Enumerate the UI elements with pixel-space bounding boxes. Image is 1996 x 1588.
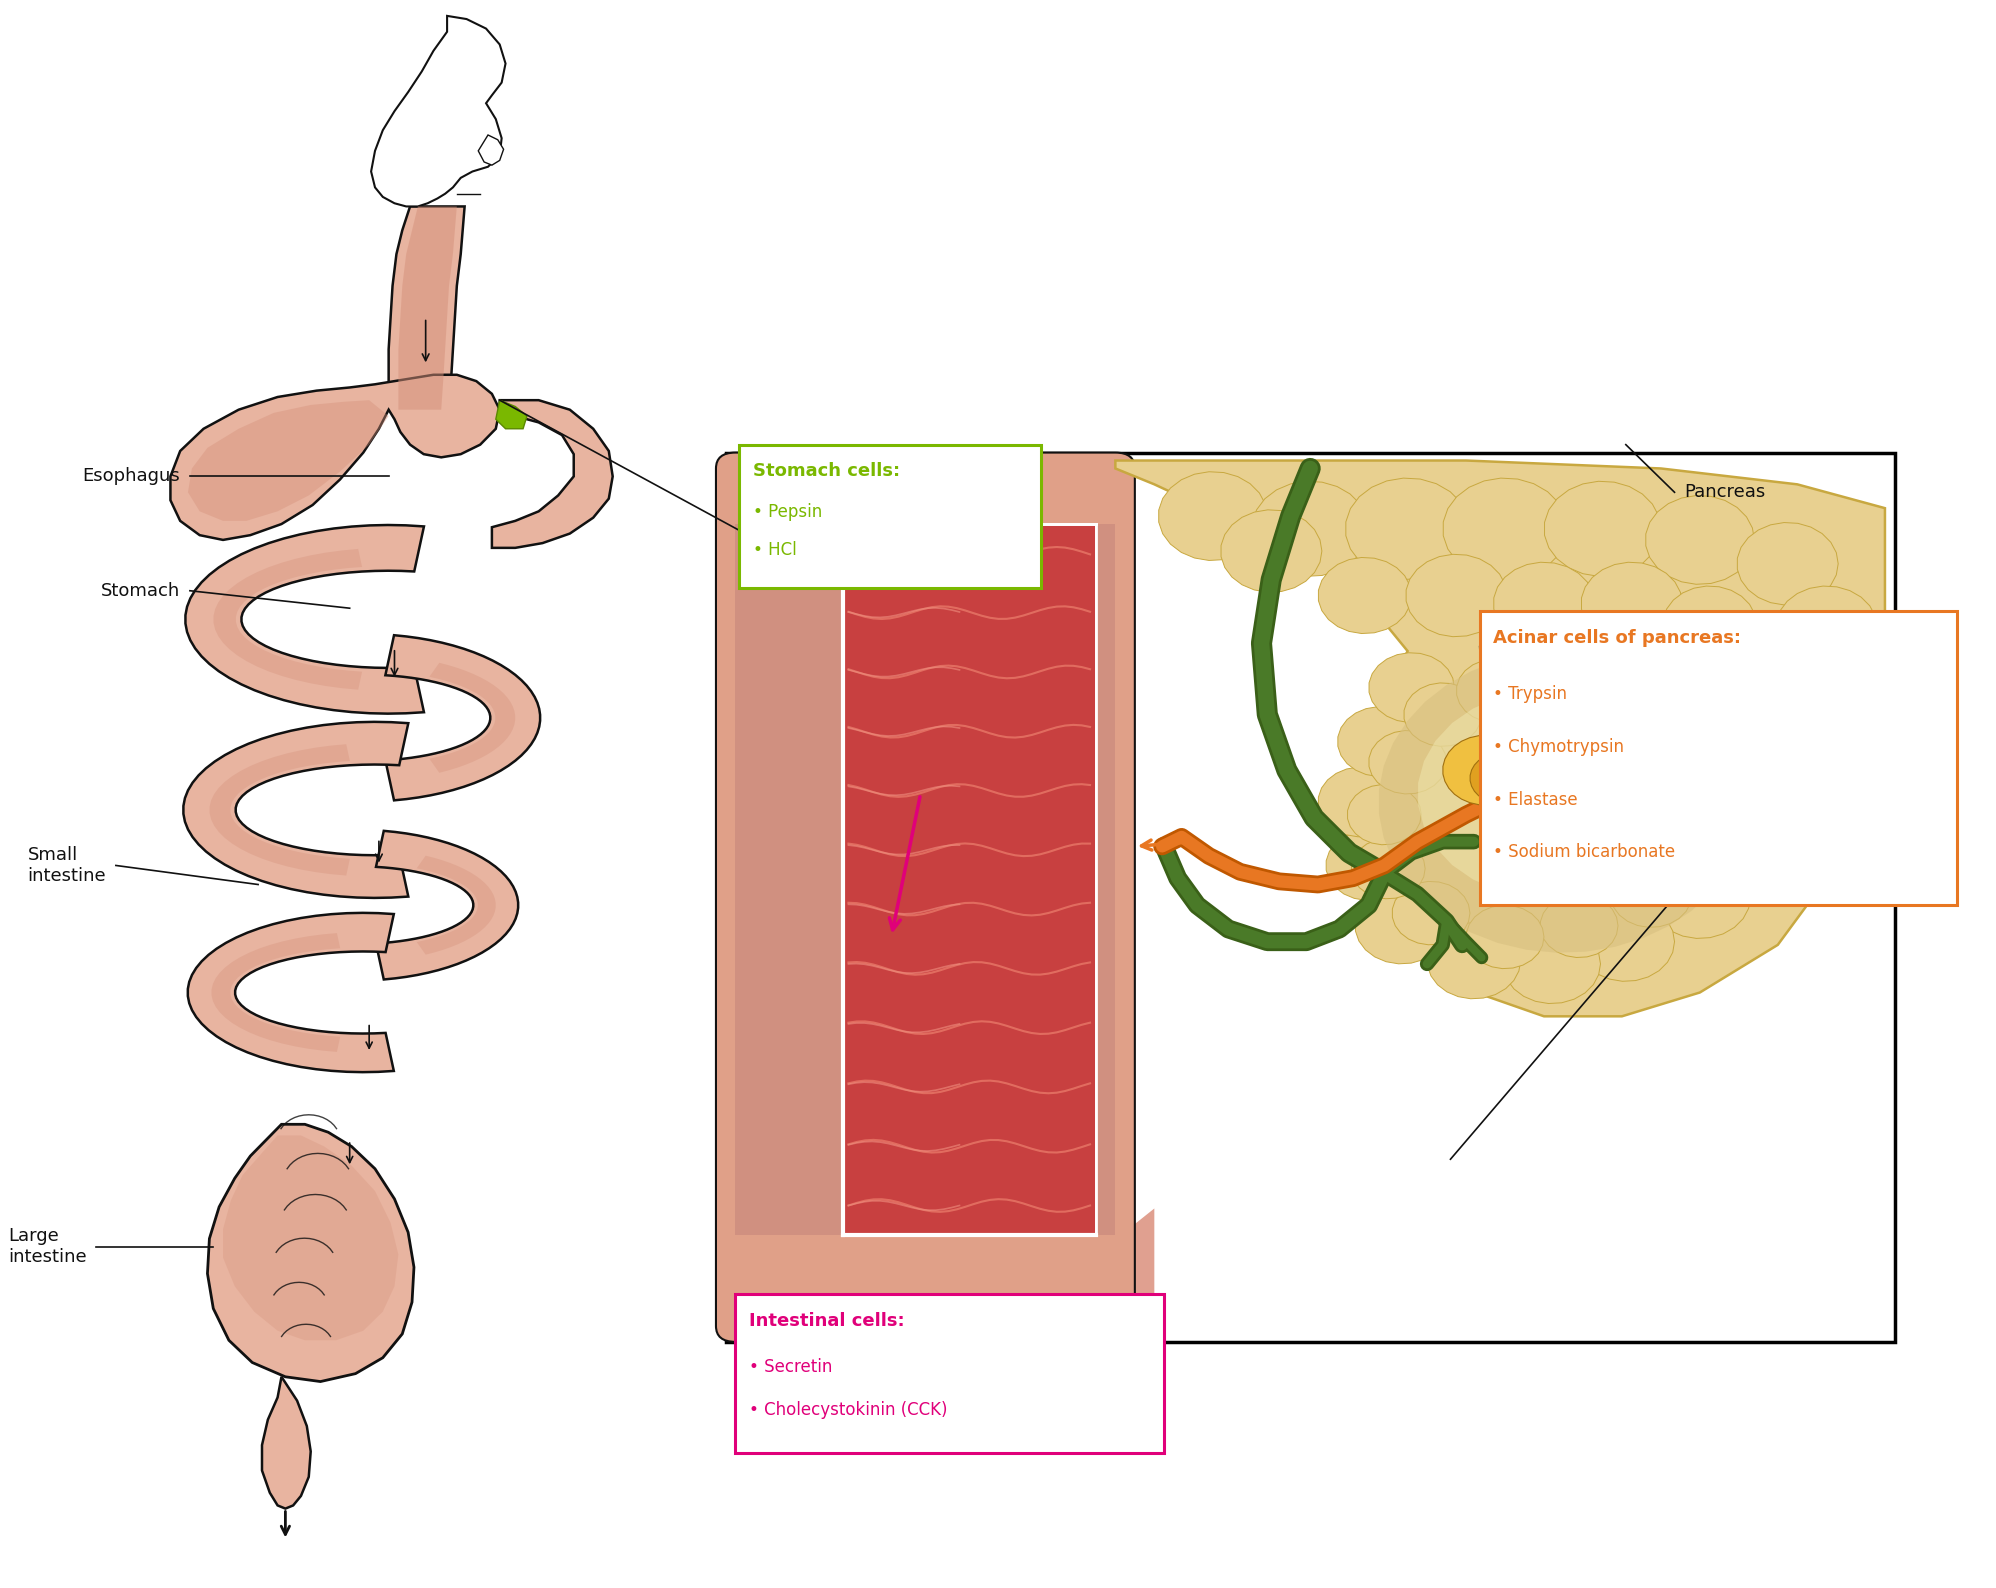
Polygon shape	[1319, 767, 1403, 837]
Polygon shape	[1541, 894, 1619, 958]
Polygon shape	[385, 635, 541, 800]
Polygon shape	[1471, 753, 1533, 804]
Polygon shape	[1677, 811, 1762, 881]
Polygon shape	[1593, 667, 1671, 730]
Polygon shape	[735, 461, 1154, 1334]
Polygon shape	[261, 1377, 311, 1509]
Polygon shape	[1503, 924, 1601, 1004]
Polygon shape	[1355, 888, 1449, 964]
Text: • Pepsin: • Pepsin	[752, 503, 822, 521]
Polygon shape	[1347, 784, 1421, 845]
Polygon shape	[1369, 653, 1455, 723]
Polygon shape	[1784, 659, 1880, 738]
Polygon shape	[1709, 792, 1808, 875]
FancyBboxPatch shape	[735, 1294, 1164, 1453]
Text: Stomach cells:: Stomach cells:	[752, 462, 900, 480]
FancyBboxPatch shape	[739, 445, 1042, 588]
Polygon shape	[1222, 510, 1321, 592]
Polygon shape	[224, 1135, 399, 1340]
Polygon shape	[429, 662, 515, 773]
Text: Pancreas: Pancreas	[1685, 483, 1766, 502]
Polygon shape	[375, 831, 519, 980]
Polygon shape	[208, 1124, 413, 1382]
Polygon shape	[1493, 562, 1595, 645]
Polygon shape	[491, 400, 613, 548]
Polygon shape	[212, 934, 339, 1051]
Text: Small intestine: Small intestine	[1685, 888, 1818, 907]
Polygon shape	[1611, 861, 1693, 927]
Polygon shape	[1497, 770, 1537, 802]
Polygon shape	[1731, 629, 1824, 705]
Polygon shape	[1345, 478, 1469, 580]
Text: • Trypsin: • Trypsin	[1493, 686, 1567, 703]
Polygon shape	[1251, 481, 1369, 576]
Text: Intestinal cells:: Intestinal cells:	[748, 1312, 904, 1329]
Polygon shape	[1737, 522, 1838, 605]
Polygon shape	[1160, 472, 1267, 561]
Polygon shape	[1096, 524, 1116, 1235]
FancyBboxPatch shape	[717, 453, 1136, 1342]
FancyBboxPatch shape	[842, 524, 1096, 1235]
Polygon shape	[188, 913, 393, 1072]
Polygon shape	[170, 375, 499, 540]
Polygon shape	[1776, 586, 1876, 669]
Polygon shape	[1319, 557, 1411, 634]
Polygon shape	[1745, 696, 1830, 765]
Polygon shape	[371, 16, 505, 206]
Polygon shape	[1403, 683, 1481, 746]
Text: Esophagus: Esophagus	[82, 467, 180, 486]
Polygon shape	[1581, 562, 1683, 645]
Polygon shape	[1427, 923, 1521, 999]
Polygon shape	[1337, 707, 1423, 777]
Text: Acinar cells of pancreas:: Acinar cells of pancreas:	[1493, 629, 1741, 646]
Text: • Chymotrypsin: • Chymotrypsin	[1493, 738, 1625, 756]
Text: • Sodium bicarbonate: • Sodium bicarbonate	[1493, 843, 1675, 861]
Polygon shape	[210, 745, 349, 875]
Text: • Cholecystokinin (CCK): • Cholecystokinin (CCK)	[748, 1401, 948, 1420]
Polygon shape	[1467, 905, 1545, 969]
Polygon shape	[1351, 838, 1425, 899]
Polygon shape	[1417, 691, 1671, 897]
Polygon shape	[184, 723, 409, 897]
Polygon shape	[1405, 554, 1507, 637]
Text: • HCl: • HCl	[752, 542, 796, 559]
Polygon shape	[1675, 824, 1745, 881]
Polygon shape	[1649, 856, 1750, 939]
Polygon shape	[1655, 691, 1733, 754]
Polygon shape	[735, 524, 842, 1235]
Polygon shape	[1703, 732, 1776, 792]
Polygon shape	[479, 135, 503, 165]
Text: Small
intestine: Small intestine	[28, 846, 106, 885]
Polygon shape	[1525, 656, 1603, 719]
Polygon shape	[214, 549, 361, 689]
Polygon shape	[389, 206, 465, 410]
Polygon shape	[1756, 729, 1858, 811]
Polygon shape	[1545, 481, 1661, 576]
Polygon shape	[1369, 730, 1447, 794]
Polygon shape	[1577, 902, 1675, 981]
Polygon shape	[1116, 461, 1884, 1016]
Polygon shape	[186, 526, 423, 713]
Polygon shape	[188, 400, 389, 521]
FancyBboxPatch shape	[1479, 611, 1956, 905]
Polygon shape	[1647, 495, 1754, 584]
Polygon shape	[399, 206, 457, 410]
Polygon shape	[1379, 651, 1748, 953]
Text: • Secretin: • Secretin	[748, 1358, 832, 1377]
Polygon shape	[1325, 831, 1411, 900]
Polygon shape	[417, 856, 495, 954]
Polygon shape	[1721, 756, 1804, 826]
Text: Stomach: Stomach	[102, 581, 180, 600]
Text: Large
intestine: Large intestine	[8, 1228, 86, 1266]
FancyBboxPatch shape	[727, 453, 1894, 1342]
Polygon shape	[495, 400, 527, 429]
Polygon shape	[1443, 735, 1529, 805]
Polygon shape	[1457, 659, 1535, 723]
Polygon shape	[1663, 586, 1756, 662]
Polygon shape	[1707, 780, 1780, 840]
Text: • Elastase: • Elastase	[1493, 791, 1579, 808]
Polygon shape	[1393, 881, 1469, 945]
Polygon shape	[1443, 478, 1567, 580]
